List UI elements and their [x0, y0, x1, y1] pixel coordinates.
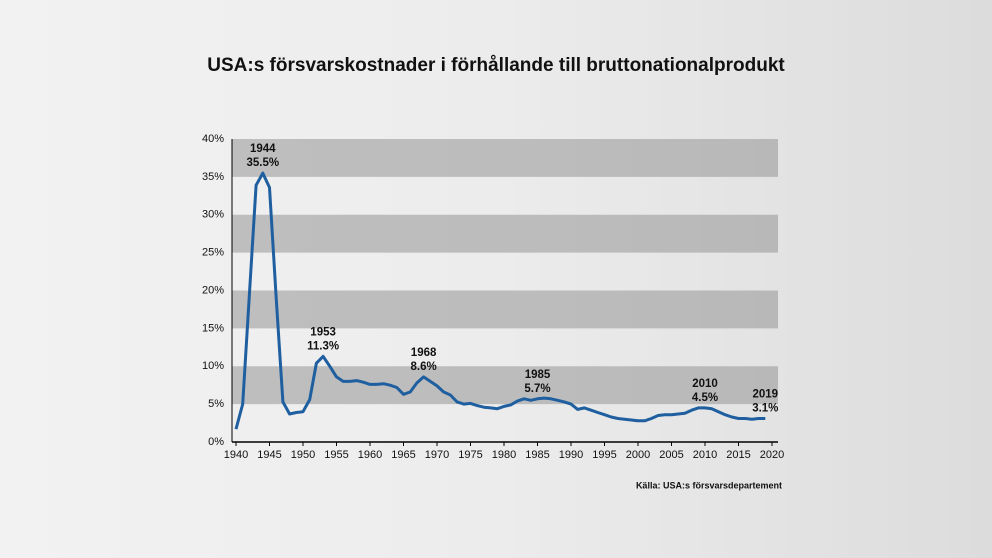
x-tick-label: 1960: [358, 449, 382, 461]
y-tick-label: 40%: [202, 133, 224, 145]
x-tick-label: 1975: [458, 449, 482, 461]
annotation-year: 2010: [692, 378, 718, 390]
x-tick-label: 1945: [257, 449, 281, 461]
y-tick-label: 5%: [208, 398, 224, 410]
y-tick-label: 10%: [202, 360, 224, 372]
annotation-year: 1968: [411, 347, 437, 359]
y-tick-label: 35%: [202, 171, 224, 183]
y-tick-label: 25%: [202, 247, 224, 259]
x-tick-label: 2015: [726, 449, 750, 461]
annotation-value: 3.1%: [752, 403, 778, 415]
x-tick-label: 1990: [559, 449, 583, 461]
x-tick-label: 1970: [425, 449, 449, 461]
x-tick-label: 1955: [324, 449, 348, 461]
x-tick-label: 1965: [391, 449, 415, 461]
series-line: [234, 171, 766, 430]
x-tick-label: 1980: [492, 449, 516, 461]
annotation-year: 1953: [310, 326, 336, 338]
x-tick-label: 2000: [626, 449, 650, 461]
grid-band: [232, 366, 778, 405]
x-tick-label: 1950: [291, 449, 315, 461]
x-tick-label: 1985: [525, 449, 549, 461]
source: Källa: USA:s försvarsdepartement: [636, 480, 782, 490]
annotation-value: 11.3%: [307, 340, 339, 352]
annotation-year: 1985: [525, 369, 551, 381]
y-tick-label: 0%: [208, 436, 224, 448]
x-tick-label: 2010: [693, 449, 717, 461]
y-tick-label: 15%: [202, 322, 224, 334]
y-tick-label: 30%: [202, 209, 224, 221]
x-tick-label: 1940: [224, 449, 248, 461]
x-tick-label: 2020: [760, 449, 784, 461]
annotation-value: 4.5%: [692, 392, 718, 404]
grid-band: [232, 214, 778, 253]
y-tick-label: 20%: [202, 284, 224, 296]
annotation-year: 2019: [753, 389, 779, 401]
x-tick-label: 1995: [592, 449, 616, 461]
grid-band: [232, 290, 778, 329]
annotation-value: 8.6%: [410, 361, 436, 373]
annotation-year: 1944: [250, 143, 276, 155]
annotation-value: 35.5%: [246, 157, 279, 169]
grid-band: [232, 139, 778, 177]
x-tick-label: 2005: [659, 449, 683, 461]
chart-title: USA:s försvarskostnader i förhållande ti…: [207, 55, 785, 76]
annotation-value: 5.7%: [524, 383, 550, 395]
